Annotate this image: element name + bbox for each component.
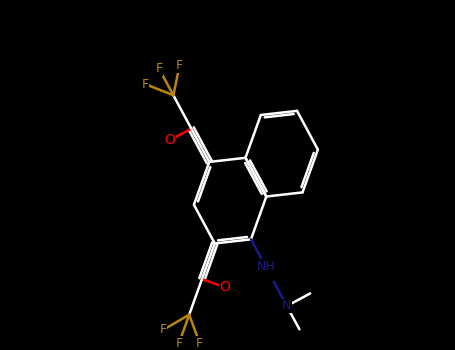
Text: F: F	[156, 62, 162, 75]
Text: F: F	[176, 59, 183, 72]
Text: NH: NH	[256, 260, 275, 273]
Text: F: F	[196, 337, 203, 350]
Text: F: F	[159, 323, 167, 336]
Text: O: O	[220, 280, 231, 294]
Text: N: N	[282, 300, 292, 313]
Text: F: F	[142, 78, 149, 91]
Text: F: F	[175, 337, 182, 350]
Text: O: O	[164, 133, 175, 147]
